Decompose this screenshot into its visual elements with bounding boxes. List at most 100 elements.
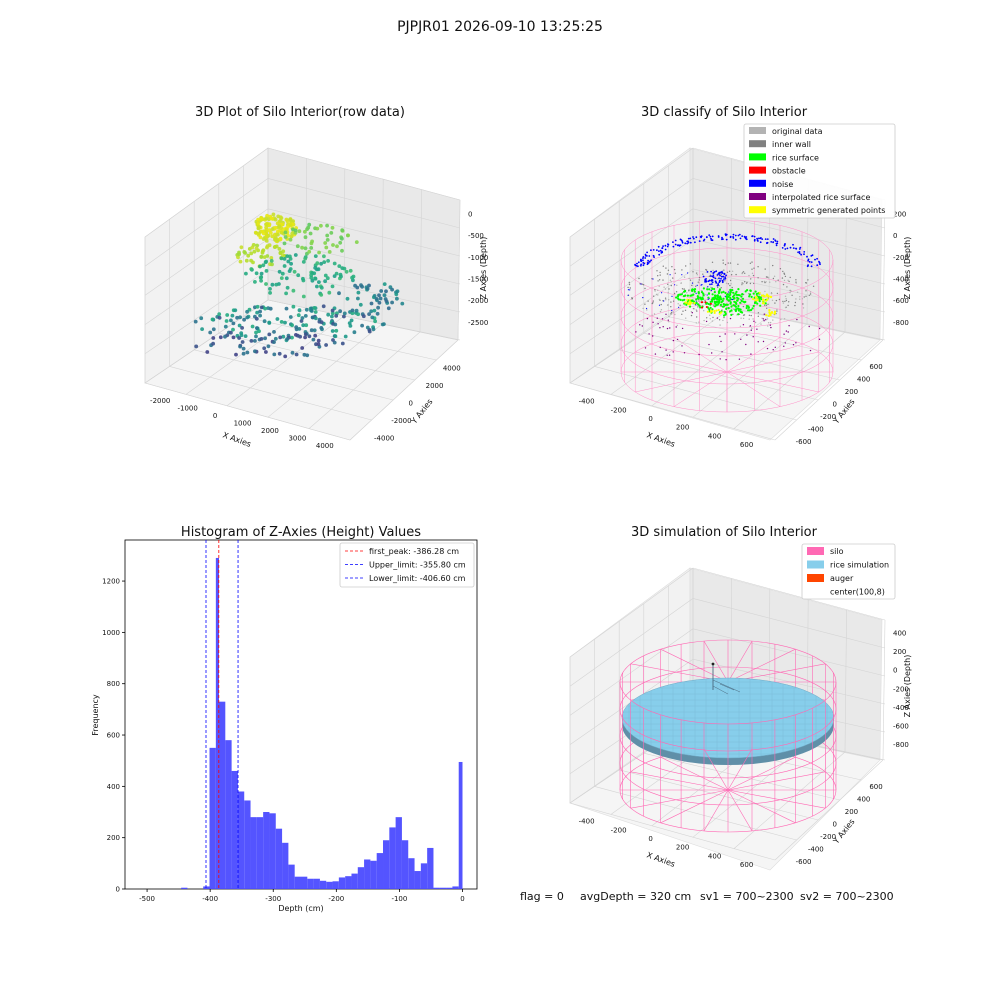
raw-x-axis-label: X Axies xyxy=(221,430,252,449)
classify-legend-label: original data xyxy=(772,127,823,136)
histogram-bar xyxy=(459,762,463,889)
histogram-bar xyxy=(307,879,313,889)
simulation-legend-label: rice simulation xyxy=(830,561,889,570)
histogram-bar xyxy=(370,861,376,889)
classify-z-axis-label: Z Axies (Depth) xyxy=(903,237,912,300)
classify-z-tick-label: -800 xyxy=(893,319,909,327)
histogram-bar xyxy=(345,876,351,889)
histogram-x-tick-label: -300 xyxy=(265,895,281,903)
classify-x-axis-label: X Axies xyxy=(645,430,676,449)
histogram-y-tick-label: 800 xyxy=(107,680,120,688)
simulation-plot-title: 3D simulation of Silo Interior xyxy=(631,525,818,540)
histogram-bar xyxy=(333,881,339,889)
raw-y-tick-label: 2000 xyxy=(426,382,444,390)
simulation-z-tick-label: 400 xyxy=(893,630,906,638)
simulation-z-tick-label: 0 xyxy=(893,667,897,675)
classify-legend-swatch xyxy=(749,140,766,147)
raw-z-tick-label: 0 xyxy=(468,211,472,219)
raw-x-tick-label: 3000 xyxy=(288,434,306,442)
histogram-y-tick-label: 200 xyxy=(107,834,120,842)
raw-y-tick-label: 0 xyxy=(408,399,412,407)
classify-legend-label: interpolated rice surface xyxy=(772,193,870,202)
classify-y-tick-label: -600 xyxy=(796,438,812,446)
histogram-bar xyxy=(225,740,231,889)
classify-legend-label: inner wall xyxy=(772,140,811,149)
histogram-bar xyxy=(301,877,307,889)
classify-legend-swatch xyxy=(749,180,766,187)
histogram-bar xyxy=(452,886,458,889)
histogram-x-tick-label: -400 xyxy=(202,895,218,903)
simulation-z-axis-label: Z Axies (Depth) xyxy=(903,655,912,718)
raw-y-tick-label: 4000 xyxy=(443,364,461,372)
raw-x-tick-label: 2000 xyxy=(261,427,279,435)
classify-x-tick-label: 400 xyxy=(708,432,721,440)
histogram-y-tick-label: 400 xyxy=(107,783,120,791)
simulation-legend-label: center(100,8) xyxy=(830,588,885,597)
histogram-bar xyxy=(383,840,389,889)
histogram-bar xyxy=(210,748,216,889)
classify-x-tick-label: 200 xyxy=(676,424,689,432)
classify-legend-swatch xyxy=(749,193,766,200)
classify-legend-swatch xyxy=(749,153,766,160)
histogram-bar xyxy=(421,863,427,889)
auger-top-marker xyxy=(712,663,715,666)
figure-title: PJPJR01 2026-09-10 13:25:25 xyxy=(397,19,603,35)
histogram-bar xyxy=(446,888,452,889)
histogram-bar xyxy=(396,817,402,889)
status-line: flag = 0 avgDepth = 320 cm sv1 = 700~230… xyxy=(520,890,894,903)
histogram-bar xyxy=(314,879,320,889)
simulation-y-tick-label: -600 xyxy=(796,858,812,866)
histogram-bar xyxy=(238,791,244,889)
histogram-bar xyxy=(415,871,421,889)
histogram-legend-label: first_peak: -386.28 cm xyxy=(369,547,459,556)
classify-x-tick-label: -200 xyxy=(611,406,627,414)
classify-legend-label: symmetric generated points xyxy=(772,206,885,215)
histogram-bar xyxy=(282,843,288,889)
classify-legend-label: obstacle xyxy=(772,167,806,176)
simulation-x-axis-label: X Axies xyxy=(645,850,676,869)
raw-x-tick-label: 1000 xyxy=(234,420,252,428)
histogram-bar xyxy=(295,877,301,889)
histogram-bar xyxy=(219,702,225,889)
histogram-y-tick-label: 600 xyxy=(107,732,120,740)
simulation-x-tick-label: 600 xyxy=(740,861,753,869)
sv1-text: sv1 = 700~2300 xyxy=(700,890,794,903)
histogram-y-tick-label: 1000 xyxy=(102,629,120,637)
histogram-bar xyxy=(251,817,257,889)
histogram-y-tick-label: 0 xyxy=(116,886,120,894)
histogram-bar xyxy=(320,881,326,889)
histogram-bar xyxy=(269,813,275,889)
simulation-legend-swatch xyxy=(807,547,824,555)
histogram-bar xyxy=(232,771,238,889)
raw-x-tick-label: -2000 xyxy=(150,397,170,405)
simulation-x-tick-label: -400 xyxy=(579,818,595,826)
histogram-bar xyxy=(358,867,364,889)
classify-legend-swatch xyxy=(749,206,766,213)
avg-depth-text: avgDepth = 320 cm xyxy=(580,890,691,903)
simulation-legend-swatch xyxy=(807,574,824,582)
histogram-bar xyxy=(408,858,414,889)
histogram-bar xyxy=(288,865,294,889)
raw-x-tick-label: 0 xyxy=(213,412,217,420)
histogram-plot-area xyxy=(125,540,477,889)
histogram-y-axis-label: Frequency xyxy=(91,694,100,736)
raw-data-3d-plot: 3D Plot of Silo Interior(row data) -2000… xyxy=(145,105,488,450)
simulation-y-tick-label: 0 xyxy=(832,820,836,828)
classify-legend-label: noise xyxy=(772,180,793,189)
histogram-bar xyxy=(427,848,433,889)
histogram-x-axis-label: Depth (cm) xyxy=(278,904,323,913)
classify-3d-plot: 3D classify of Silo Interior -400-200020… xyxy=(570,105,912,449)
histogram-bar xyxy=(402,840,408,889)
histogram-x-tick-label: -200 xyxy=(328,895,344,903)
simulation-legend-swatch xyxy=(807,561,824,569)
raw-x-tick-label: 4000 xyxy=(316,442,334,450)
simulation-legend-label: auger xyxy=(830,574,854,583)
histogram-title: Histogram of Z-Axies (Height) Values xyxy=(181,525,421,540)
classify-y-tick-label: 400 xyxy=(857,375,870,383)
simulation-y-tick-label: 600 xyxy=(869,783,882,791)
simulation-x-tick-label: 200 xyxy=(676,844,689,852)
histogram-legend-label: Lower_limit: -406.60 cm xyxy=(369,574,466,583)
